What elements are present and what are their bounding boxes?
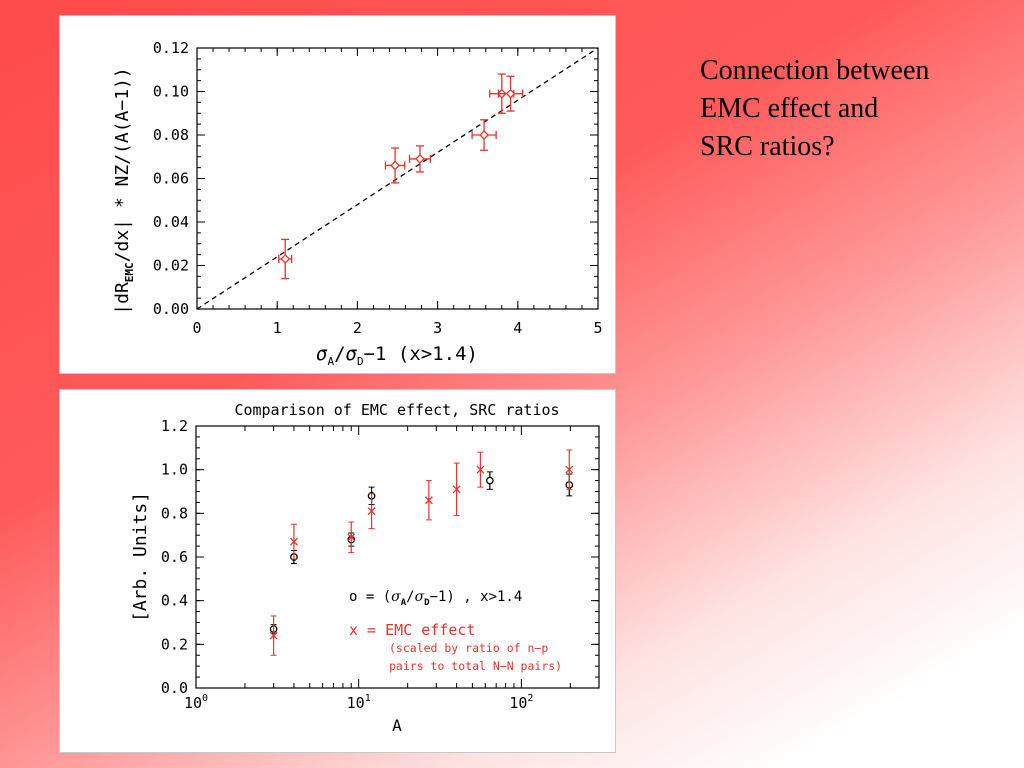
x-tick-label: 0 [192,319,201,337]
legend-note-line-2: pairs to total N−N pairs) [389,659,562,673]
comparison-log-chart: Comparison of EMC effect, SRC ratios 100 1… [130,401,600,735]
x-axis-label: A [392,716,402,735]
diamond-marker [505,88,516,99]
x-tick-label: 100 [184,693,208,712]
slide-title: Connection between EMC effect and SRC ra… [700,52,1000,166]
comparison-chart-panel: Comparison of EMC effect, SRC ratios 100 1… [59,389,616,753]
x-data-point [424,480,433,521]
slide-title-line-3: SRC ratios? [700,131,835,162]
diamond-marker [415,154,425,164]
x-data-point [452,462,461,517]
y-axis-label: [Arb. Units] [130,492,151,622]
data-point [408,145,432,173]
data-point [497,75,524,112]
data-point [278,238,293,280]
y-tick-label: 0.12 [153,39,189,57]
chart-title: Comparison of EMC effect, SRC ratios [234,401,559,419]
x-axis-label: σA/σD−1 (x>1.4) [316,343,478,368]
x-data-point [347,521,356,554]
x-tick-label: 3 [433,319,442,337]
y-tick-label: 0.0 [161,679,188,697]
y-tick-label: 0.6 [161,548,188,566]
y-tick-label: 0.00 [153,300,189,318]
x-tick-label: 2 [353,319,362,337]
legend-note-line-1: (scaled by ratio of n−p [389,641,548,655]
x-marker-stroke [452,485,461,494]
diamond-marker [280,254,291,264]
x-data-point [289,523,298,560]
y-tick-label: 0.08 [153,126,189,144]
emc-vs-src-scatter-chart: 0 1 2 3 4 5 0.00 0.02 0.04 0.06 0.08 0.10 0.12 σA/σD−… [112,39,603,368]
x-data-point [565,449,574,490]
x-marker-stroke [269,631,278,640]
x-data-point [476,451,485,488]
x-marker-stroke [347,533,356,542]
y-axis-label: |dREMC/dx| * NZ/(A(A−1)) [112,67,136,314]
x-marker-stroke [424,496,433,505]
data-point [384,147,406,184]
x-marker-stroke [476,465,485,474]
y-tick-label: 0.4 [161,592,188,610]
y-tick-label: 1.0 [161,461,188,479]
x-tick-label: 101 [347,693,371,712]
x-data-point [367,493,376,530]
x-data-point [269,615,278,656]
y-tick-label: 1.2 [161,417,188,435]
diamond-marker [390,160,401,171]
slide-title-line-1: Connection between [700,55,930,86]
circle-data-point [485,471,494,490]
legend-circle-entry: o = (σA/σD−1) , x>1.4 [349,589,522,608]
x-tick-label: 102 [509,693,533,712]
x-tick-label: 5 [593,319,602,337]
y-tick-label: 0.04 [153,213,189,231]
data-point [471,119,497,151]
legend-x-entry: x = EMC effect [349,621,475,639]
y-tick-label: 0.2 [161,635,188,653]
y-tick-label: 0.06 [153,170,189,188]
x-marker-stroke [565,465,574,474]
slide-title-line-2: EMC effect and [700,93,879,124]
x-marker-stroke [289,537,298,546]
x-marker-stroke [367,507,376,516]
x-tick-label: 1 [273,319,282,337]
emc-vs-src-scatter-panel: 0 1 2 3 4 5 0.00 0.02 0.04 0.06 0.08 0.10 0.12 σA/σD−… [59,15,616,374]
fit-line [196,47,599,310]
y-tick-label: 0.10 [153,83,189,101]
x-tick-label: 4 [513,319,522,337]
y-tick-label: 0.8 [161,504,188,522]
y-tick-label: 0.02 [153,257,189,275]
diamond-marker [479,130,490,140]
circle-marker [485,476,494,485]
